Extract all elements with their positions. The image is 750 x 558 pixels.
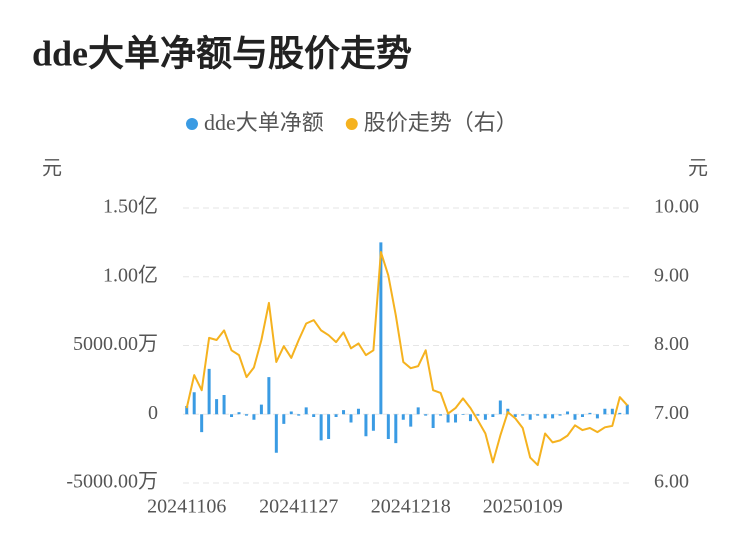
legend-label: 股价走势（右）	[364, 110, 518, 135]
bar	[454, 414, 458, 423]
bar	[267, 377, 271, 415]
x-tick-label: 20250109	[483, 496, 563, 518]
bar	[282, 414, 286, 424]
y2-tick-label: 6.00	[654, 471, 689, 493]
x-tick-label: 20241127	[259, 496, 338, 518]
legend-label: dde大单净额	[204, 110, 324, 135]
bar	[386, 414, 390, 439]
y-tick-label: 1.50亿	[103, 195, 158, 218]
bar	[625, 404, 629, 415]
bar	[580, 414, 584, 417]
bar	[252, 414, 256, 420]
y2-tick-label: 10.00	[654, 196, 699, 218]
bar	[371, 414, 375, 431]
bar	[244, 414, 248, 416]
bar	[446, 414, 450, 423]
y2-tick-label: 9.00	[654, 264, 689, 286]
bar	[618, 412, 622, 415]
bar	[215, 399, 219, 415]
bar	[468, 414, 472, 422]
bar	[230, 414, 234, 417]
bar	[379, 242, 383, 415]
bar	[603, 408, 607, 415]
bar	[483, 414, 487, 420]
bar	[513, 414, 517, 417]
bar	[461, 414, 465, 415]
bar	[536, 414, 540, 416]
bar	[401, 414, 405, 420]
chart-title: dde大单净额与股价走势	[32, 33, 412, 73]
bar	[259, 404, 263, 415]
bar	[491, 414, 495, 417]
bar	[528, 414, 532, 420]
y-tick-label: -5000.00万	[66, 471, 158, 493]
bar	[237, 412, 241, 415]
bar	[289, 411, 293, 415]
y2-tick-label: 7.00	[654, 402, 689, 424]
bar	[610, 408, 614, 415]
bar	[588, 412, 592, 415]
bar	[521, 414, 525, 416]
bar	[319, 414, 323, 441]
bar	[356, 408, 360, 415]
y-tick-label: 0	[148, 402, 158, 424]
bar	[424, 414, 428, 416]
legend-marker	[345, 118, 358, 130]
bar	[207, 368, 211, 415]
bar	[304, 407, 308, 415]
bar	[394, 414, 398, 444]
y-tick-label: 1.00亿	[103, 263, 158, 286]
bar	[573, 414, 577, 420]
bar	[439, 414, 443, 416]
bar	[476, 414, 480, 416]
bar	[334, 414, 338, 417]
bar	[342, 410, 346, 415]
x-tick-label: 20241106	[147, 496, 226, 518]
y2-tick-label: 8.00	[654, 333, 689, 355]
bar	[192, 392, 196, 415]
x-tick-label: 20241218	[371, 496, 451, 518]
bar	[416, 407, 420, 415]
y-tick-label: 5000.00万	[73, 333, 158, 355]
bar	[364, 414, 368, 437]
bar	[327, 414, 331, 439]
bar	[200, 414, 204, 433]
bar	[409, 414, 413, 427]
bar	[498, 400, 502, 415]
price-line	[185, 251, 629, 467]
y2-axis-label: 元	[688, 158, 708, 180]
bar	[222, 395, 226, 415]
bar	[274, 414, 278, 453]
y-axis-label: 元	[42, 158, 62, 180]
bar	[297, 414, 301, 416]
bar	[185, 406, 189, 415]
bar	[312, 414, 316, 417]
bar	[349, 414, 353, 423]
bar	[543, 414, 547, 419]
bar	[431, 414, 435, 428]
bar	[595, 414, 599, 419]
bar	[566, 411, 570, 415]
legend-marker	[186, 118, 198, 130]
bar	[551, 414, 555, 419]
bar	[558, 414, 562, 416]
